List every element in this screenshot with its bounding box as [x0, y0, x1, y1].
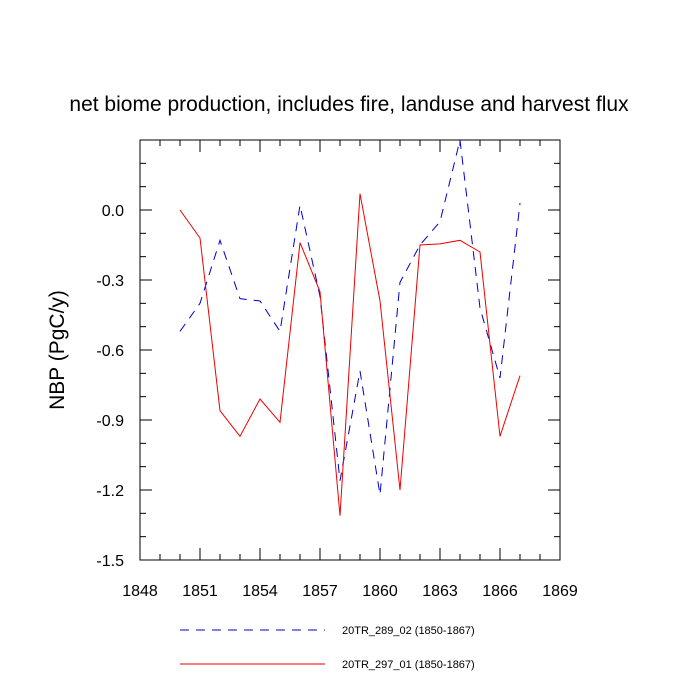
chart-title: net biome production, includes fire, lan…: [69, 93, 629, 116]
tick-labels: 1848 1851 1854 1857 1860 1863 1866 1869 0.0 -0.3 -…: [96, 203, 577, 600]
x-tick-label: 1863: [422, 583, 458, 600]
x-tick-label: 1854: [242, 583, 278, 600]
x-tick-label: 1860: [362, 583, 398, 600]
y-tick-label: -0.9: [96, 413, 124, 430]
series-line-2: [179, 193, 521, 516]
y-tick-label: -1.5: [96, 553, 124, 570]
x-tick-label: 1851: [182, 583, 218, 600]
x-tick-label: 1857: [302, 583, 338, 600]
legend-label: 20TR_297_01 (1850-1867): [342, 659, 475, 671]
x-tick-label: 1866: [482, 583, 518, 600]
y-tick-label: -0.6: [96, 343, 124, 360]
legend-label: 20TR_289_02 (1850-1867): [342, 625, 475, 637]
x-tick-label: 1848: [122, 583, 158, 600]
legend: 20TR_289_02 (1850-1867) 20TR_297_01 (1850…: [180, 625, 475, 671]
series-lines: [179, 139, 521, 516]
x-tick-label: 1869: [542, 583, 578, 600]
y-tick-label: -1.2: [96, 483, 124, 500]
y-tick-label: 0.0: [102, 203, 124, 220]
y-tick-label: -0.3: [96, 273, 124, 290]
series-line-1: [179, 139, 521, 495]
y-axis-label: NBP (PgC/y): [46, 290, 69, 410]
